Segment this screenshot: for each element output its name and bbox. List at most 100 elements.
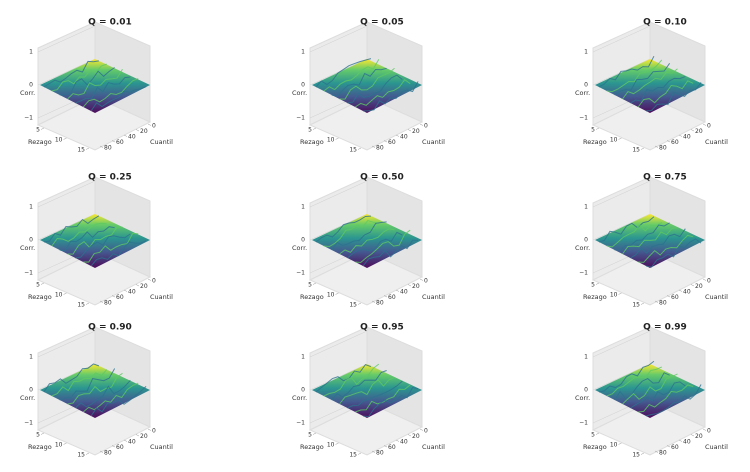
y-axis-label: Cuantil (705, 293, 728, 301)
y-tick-label: 40 (683, 439, 691, 446)
y-tick-label: 40 (400, 439, 408, 446)
surface-ridge (59, 226, 115, 252)
y-tick (702, 123, 707, 126)
z-axis-label: Corr. (292, 394, 307, 402)
surface-ridge (90, 386, 147, 417)
y-tick (371, 450, 376, 453)
x-tick (312, 127, 317, 130)
z-tick-label: 1 (301, 354, 305, 361)
y-tick-label: 80 (376, 300, 384, 307)
y-tick (135, 129, 140, 132)
y-tick (678, 439, 683, 442)
x-tick (357, 302, 362, 305)
x-tick-label: 5 (308, 432, 312, 439)
surface-ridge (347, 380, 403, 409)
grid-line (592, 330, 651, 358)
x-tick (640, 452, 645, 455)
chart-title: Q = 0.05 (360, 18, 404, 28)
y-axis-label: Cuantil (150, 443, 173, 451)
y-tick-label: 0 (152, 428, 156, 435)
floor (591, 251, 707, 306)
y-tick-label: 40 (128, 134, 136, 141)
x-tick (595, 282, 600, 285)
surface-ridge (323, 59, 380, 92)
x-tick (40, 127, 45, 130)
grid-line (592, 58, 651, 86)
y-tick (99, 450, 104, 453)
surface-ridge (630, 76, 686, 104)
x-tick (63, 137, 67, 140)
y-tick-label: 20 (412, 128, 420, 135)
floor (591, 96, 707, 151)
surface-ridge (347, 231, 403, 259)
y-tick (395, 439, 400, 442)
z-tick-label: 1 (584, 204, 588, 211)
x-tick-label: 15 (632, 452, 640, 459)
z-axis-label: Corr. (575, 244, 590, 252)
surface-ridge (90, 240, 147, 267)
z-tick-label: 0 (584, 237, 588, 244)
x-tick (595, 127, 600, 130)
surface-ridge (90, 86, 147, 112)
y-tick-label: 60 (388, 294, 396, 301)
surface (40, 364, 150, 418)
surface-ridge (363, 386, 419, 418)
x-tick (63, 442, 67, 445)
x-tick (85, 302, 90, 305)
surface-ridge (67, 69, 123, 100)
floor (36, 96, 152, 151)
surface-ridge (638, 384, 694, 413)
x-tick-label: 5 (36, 282, 40, 289)
z-axis-label: Corr. (20, 394, 35, 402)
y-tick (678, 289, 683, 292)
y-tick-label: 60 (116, 294, 124, 301)
y-tick-label: 20 (695, 283, 703, 290)
z-tick-label: 0 (584, 387, 588, 394)
z-tick-label: 0 (29, 237, 33, 244)
surface-ridge (83, 232, 139, 263)
chart-title: Q = 0.25 (88, 173, 132, 183)
y-tick-label: 20 (140, 433, 148, 440)
y-axis-label: Cuantil (150, 138, 173, 146)
surface-ridge (331, 221, 387, 251)
y-tick (666, 140, 671, 143)
x-tick (335, 137, 339, 140)
z-tick-label: 0 (301, 387, 305, 394)
y-tick-label: 0 (707, 123, 711, 130)
y-tick (702, 428, 707, 431)
surface-ridge (59, 368, 116, 401)
y-tick (111, 140, 116, 143)
y-tick-label: 0 (707, 428, 711, 435)
x-tick (312, 282, 317, 285)
z-axis-label: Corr. (575, 89, 590, 97)
x-tick (618, 292, 622, 295)
y-tick-label: 40 (128, 289, 136, 296)
y-tick-label: 60 (388, 444, 396, 451)
z-tick-label: −1 (24, 115, 33, 122)
y-tick-label: 60 (671, 444, 679, 451)
z-axis-label: Corr. (20, 89, 35, 97)
floor (36, 401, 152, 456)
surface (595, 364, 705, 418)
surface-ridge (362, 239, 419, 267)
surface-ridge (331, 370, 387, 401)
grid-line (592, 25, 651, 53)
x-tick-label: 5 (36, 432, 40, 439)
x-axis-label: Rezago (300, 138, 324, 146)
grid-line (592, 180, 651, 208)
y-tick (395, 289, 400, 292)
y-tick-label: 0 (152, 123, 156, 130)
y-tick-label: 20 (140, 128, 148, 135)
z-tick-label: 0 (584, 82, 588, 89)
surface-ridge (646, 82, 702, 112)
y-tick (371, 145, 376, 148)
y-tick (654, 450, 659, 453)
surface-ridge (75, 233, 131, 259)
surface-ridge (323, 219, 379, 248)
surface-ridge (331, 67, 387, 97)
y-tick-label: 0 (424, 278, 428, 285)
